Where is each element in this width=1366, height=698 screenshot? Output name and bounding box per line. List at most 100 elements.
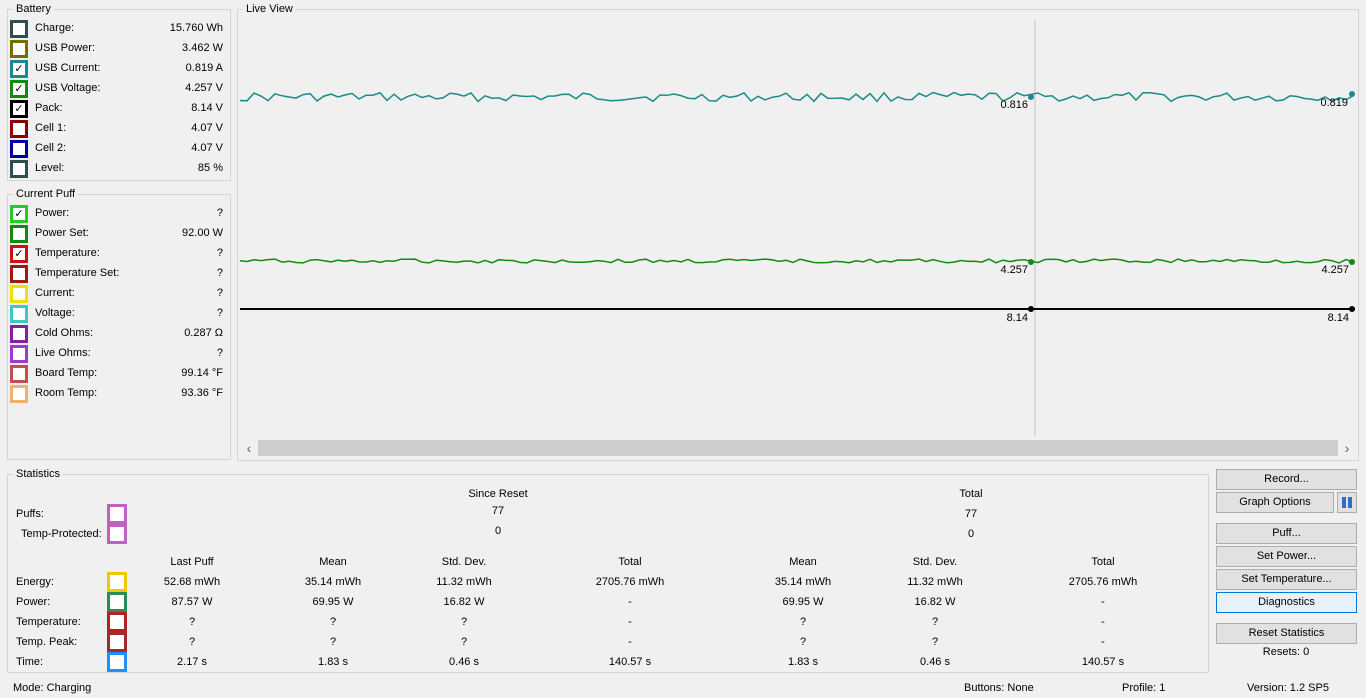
check-icon: ✓	[13, 82, 25, 95]
scroll-thumb[interactable]	[258, 440, 1338, 456]
battery-label: Cell 2:	[35, 142, 67, 154]
temp-protected-toggle[interactable]	[107, 524, 127, 544]
live-view-graph: 0.816 0.819 4.257 4.257 8.14 8.14	[239, 20, 1355, 436]
stat-cell: 1.83 s	[788, 656, 818, 668]
checkbox-box	[13, 43, 25, 55]
stat-row-label: Time:	[16, 656, 44, 668]
usb-current-series	[239, 91, 1354, 103]
puff-label: Temperature:	[35, 247, 100, 259]
battery-value: 4.07 V	[191, 142, 223, 154]
diagnostics-button[interactable]: Diagnostics	[1216, 592, 1357, 613]
puff-row: Board Temp: 99.14 °F	[7, 364, 231, 384]
battery-checkbox[interactable]	[10, 20, 28, 38]
puff-checkbox[interactable]	[10, 365, 28, 383]
puff-label: Power Set:	[35, 227, 89, 239]
checkbox-box	[110, 635, 124, 649]
pause-button[interactable]	[1337, 492, 1357, 513]
puff-checkbox[interactable]: ✓	[10, 205, 28, 223]
stat-row-toggle[interactable]	[107, 652, 127, 672]
status-buttons: Buttons: None	[964, 682, 1034, 694]
graph-options-button[interactable]: Graph Options	[1216, 492, 1334, 513]
puff-checkbox[interactable]	[10, 285, 28, 303]
checkbox-box	[13, 143, 25, 155]
pack-label-left: 8.14	[1007, 312, 1028, 324]
record-button[interactable]: Record...	[1216, 469, 1357, 490]
battery-checkbox[interactable]	[10, 40, 28, 58]
stat-cell: 2705.76 mWh	[595, 576, 665, 588]
battery-checkbox[interactable]	[10, 160, 28, 178]
stat-cell: -	[1101, 636, 1105, 648]
stat-cell: ?	[460, 616, 468, 628]
battery-value: 4.07 V	[191, 122, 223, 134]
current-puff-title: Current Puff	[16, 188, 76, 200]
stat-column-header: Std. Dev.	[441, 556, 487, 568]
stat-cell: 16.82 W	[443, 596, 485, 608]
battery-label: Charge:	[35, 22, 75, 34]
puff-button[interactable]: Puff...	[1216, 523, 1357, 544]
set-temperature-button[interactable]: Set Temperature...	[1216, 569, 1357, 590]
puff-value: ?	[216, 347, 223, 359]
checkbox-box	[13, 388, 25, 400]
stat-row-toggle[interactable]	[107, 572, 127, 592]
graph-scrollbar[interactable]: ‹ ›	[240, 439, 1356, 457]
stat-row-toggle[interactable]	[107, 592, 127, 612]
current-puff-group: Current Puff	[7, 188, 231, 460]
live-view-group: Live View	[237, 3, 1359, 461]
checkbox-box	[13, 123, 25, 135]
check-icon: ✓	[13, 207, 25, 220]
stat-cell: 87.57 W	[171, 596, 213, 608]
stat-row-toggle[interactable]	[107, 632, 127, 652]
stat-cell: 140.57 s	[608, 656, 652, 668]
battery-row: Cell 1: 4.07 V	[7, 119, 231, 139]
puff-label: Room Temp:	[35, 387, 98, 399]
puff-checkbox[interactable]	[10, 325, 28, 343]
stat-cell: -	[628, 636, 632, 648]
pack-marker-left	[1028, 306, 1034, 312]
stat-cell: ?	[799, 616, 807, 628]
usb-voltage-marker-left	[1028, 259, 1034, 265]
puff-value: ?	[216, 307, 223, 319]
puff-row: Current:?	[7, 284, 231, 304]
battery-checkbox[interactable]: ✓	[10, 100, 28, 118]
stat-row-label: Temp. Peak:	[16, 636, 78, 648]
scroll-left-button[interactable]: ‹	[246, 440, 252, 456]
stat-cell: ?	[188, 616, 196, 628]
set-power-button[interactable]: Set Power...	[1216, 546, 1357, 567]
puffs-since-reset: 77	[491, 505, 505, 517]
pause-icon-bar	[1348, 497, 1352, 508]
battery-checkbox[interactable]: ✓	[10, 80, 28, 98]
puff-checkbox[interactable]	[10, 265, 28, 283]
stat-cell: -	[1101, 616, 1105, 628]
puffs-toggle[interactable]	[107, 504, 127, 524]
puff-row: ✓ Power:?	[7, 204, 231, 224]
stat-cell: ?	[799, 636, 807, 648]
stat-cell: 0.46 s	[920, 656, 950, 668]
stat-column-header: Total	[1091, 556, 1115, 568]
puff-row: Power Set: 92.00 W	[7, 224, 231, 244]
reset-statistics-button[interactable]: Reset Statistics	[1216, 623, 1357, 644]
battery-checkbox[interactable]	[10, 140, 28, 158]
stat-cell: 52.68 mWh	[163, 576, 221, 588]
current-puff-list: ✓ Power:? Power Set: 92.00 W ✓ Temperature:? T…	[7, 204, 231, 406]
puff-value: 0.287 Ω	[184, 327, 223, 339]
battery-checkbox[interactable]	[10, 120, 28, 138]
checkbox-box	[110, 595, 124, 609]
total-header: Total	[959, 488, 983, 500]
puff-checkbox[interactable]	[10, 385, 28, 403]
battery-value: 15.760 Wh	[169, 22, 223, 34]
puff-label: Board Temp:	[35, 367, 98, 379]
puff-checkbox[interactable]	[10, 305, 28, 323]
puff-checkbox[interactable]: ✓	[10, 245, 28, 263]
stat-cell: 2705.76 mWh	[1068, 576, 1138, 588]
checkbox-box	[110, 575, 124, 589]
stat-row-label: Power:	[16, 596, 51, 608]
temp-protected-since-reset: 0	[494, 525, 502, 537]
stat-row-toggle[interactable]	[107, 612, 127, 632]
puff-checkbox[interactable]	[10, 345, 28, 363]
puff-checkbox[interactable]	[10, 225, 28, 243]
usb-current-label-right: 0.819	[1320, 97, 1348, 109]
scroll-right-button[interactable]: ›	[1344, 440, 1350, 456]
stat-cell: ?	[931, 616, 939, 628]
checkbox-box	[13, 163, 25, 175]
battery-checkbox[interactable]: ✓	[10, 60, 28, 78]
